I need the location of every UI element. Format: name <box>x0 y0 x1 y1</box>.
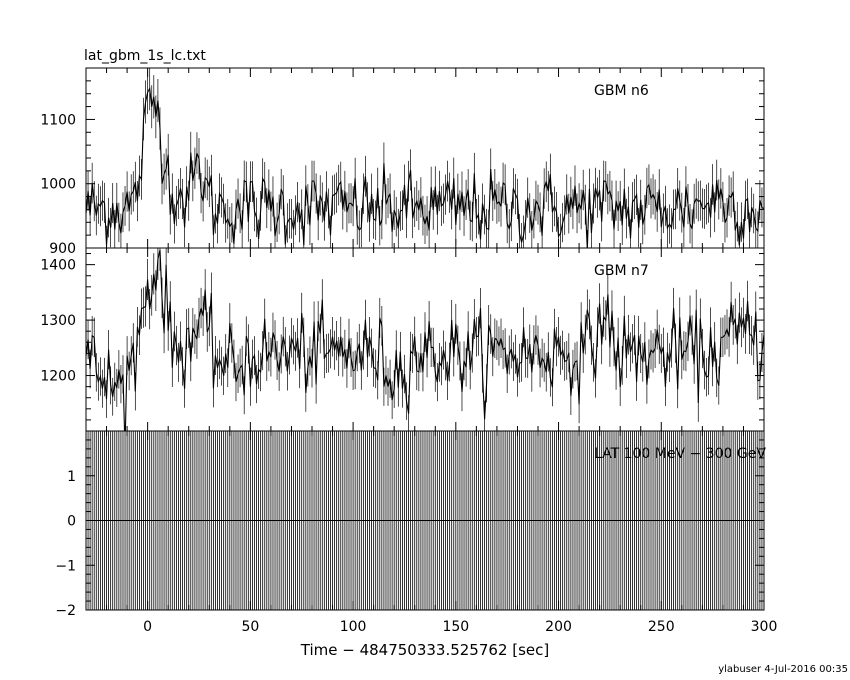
y-tick-label: −2 <box>55 603 76 619</box>
x-tick-label: 200 <box>545 619 572 635</box>
legend-label: LAT 100 MeV − 300 GeV <box>594 446 766 462</box>
x-axis-label: Time − 484750333.525762 [sec] <box>300 641 550 659</box>
plot-area <box>86 248 764 431</box>
x-tick-label: 100 <box>340 619 367 635</box>
x-tick-label: 250 <box>648 619 675 635</box>
series-line <box>86 86 764 248</box>
figure-title: lat_gbm_1s_lc.txt <box>84 48 206 64</box>
y-tick-label: 1 <box>67 469 76 485</box>
x-tick-label: 50 <box>241 619 259 635</box>
legend-label: GBM n6 <box>594 83 649 99</box>
y-tick-label: −1 <box>55 558 76 574</box>
x-tick-label: 300 <box>751 619 778 635</box>
y-tick-label: 1100 <box>40 112 76 128</box>
panel-gbm-n6: 900 1000 1100 GBM n6 <box>40 67 765 257</box>
panel-gbm-n7: 1200 1300 1400 GBM n7 <box>40 247 765 432</box>
y-tick-label: 1400 <box>40 258 76 274</box>
panel-lat: −2 −1 0 1 0 50 100 150 200 250 300 LAT 100 MeV − 30… <box>55 430 778 635</box>
y-tick-label: 1000 <box>40 177 76 193</box>
footer-stamp: ylabuser 4-Jul-2016 00:35 <box>718 664 848 675</box>
x-tick-label: 150 <box>442 619 469 635</box>
legend-label: GBM n7 <box>594 263 649 279</box>
y-tick-label: 900 <box>49 241 76 257</box>
x-tick-label: 0 <box>143 619 152 635</box>
y-tick-label: 0 <box>67 514 76 530</box>
plot-area <box>86 68 764 248</box>
series-line <box>86 249 764 431</box>
y-tick-label: 1300 <box>40 313 76 329</box>
y-tick-label: 1200 <box>40 369 76 385</box>
